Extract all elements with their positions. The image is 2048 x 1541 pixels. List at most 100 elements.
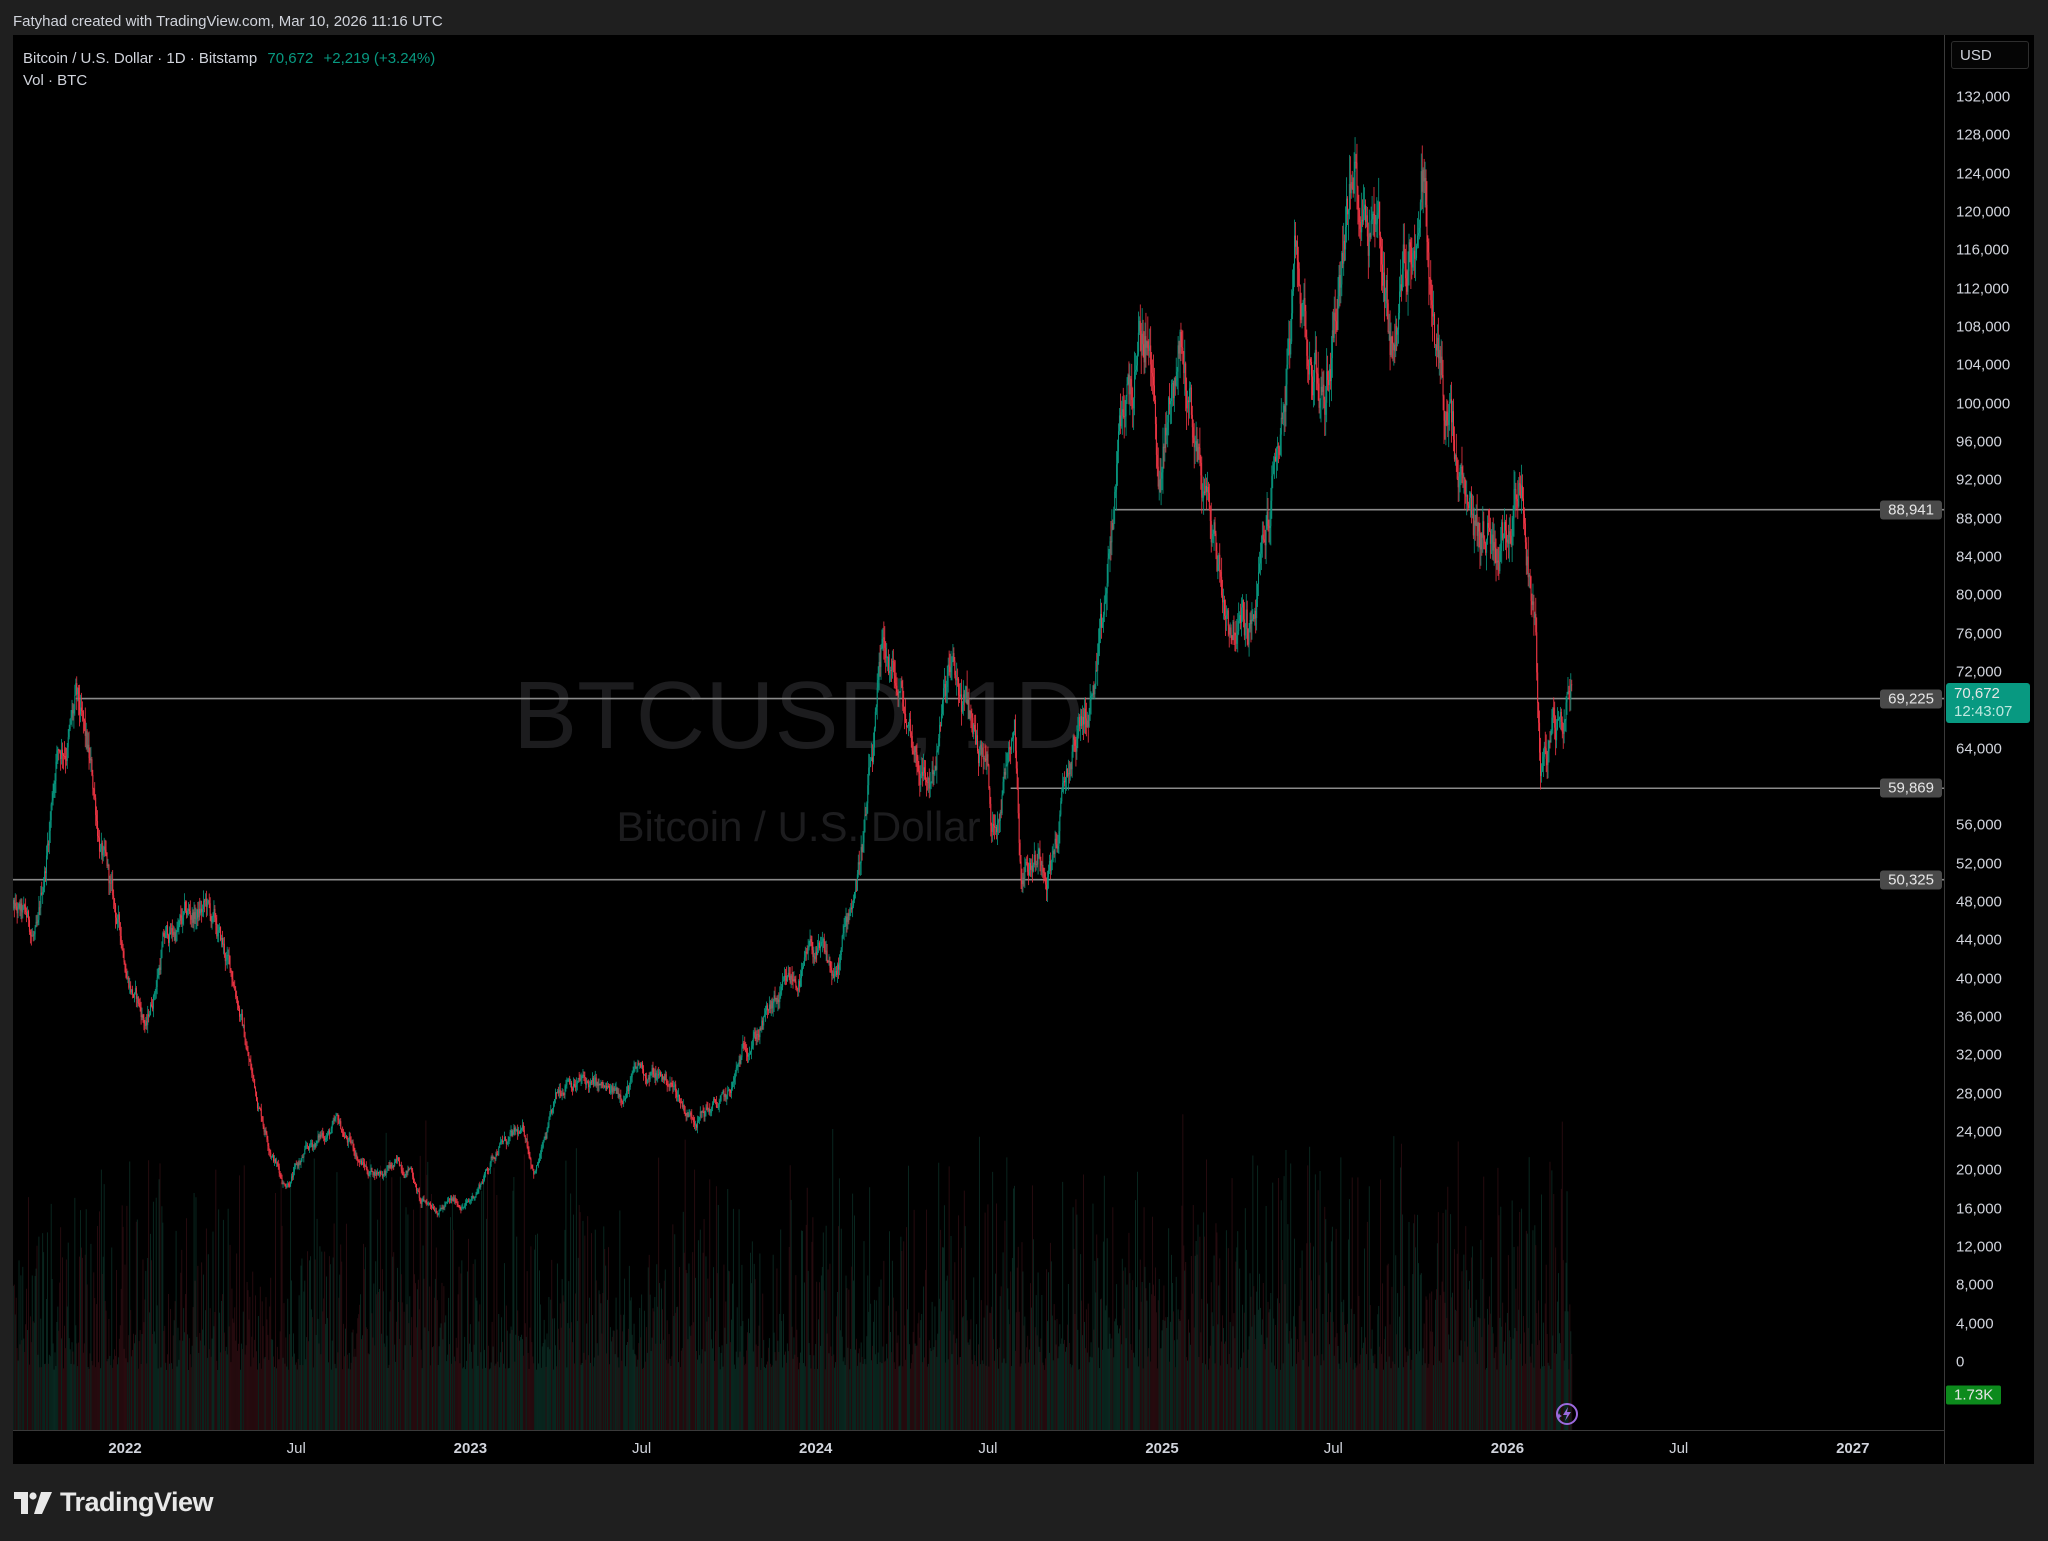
candle-body <box>481 1182 483 1184</box>
candle-body <box>1046 884 1048 891</box>
candle-body <box>1480 533 1482 550</box>
candle-body <box>1315 349 1317 373</box>
candle-body <box>1086 720 1088 728</box>
candle-body <box>591 1077 593 1082</box>
candle-body <box>305 1145 307 1150</box>
candle-body <box>1013 719 1015 733</box>
candle-body <box>703 1112 705 1117</box>
candle-body <box>1538 702 1540 723</box>
candle-body <box>1174 377 1176 386</box>
candle-body <box>704 1110 706 1117</box>
legend-symbol-row[interactable]: Bitcoin / U.S. Dollar · 1D · Bitstamp 70… <box>23 48 435 70</box>
candle-body <box>365 1165 367 1170</box>
candle-body <box>349 1136 351 1142</box>
candle-body <box>251 1068 253 1073</box>
candle-body <box>1488 527 1490 531</box>
candle-body <box>33 934 35 936</box>
price-plot[interactable]: BTCUSD, 1D Bitcoin / U.S. Dollar <box>13 35 1944 1430</box>
candle-body <box>773 995 775 1004</box>
candle-body <box>1140 330 1142 351</box>
candle-body <box>420 1199 422 1205</box>
price-tick-label: 80,000 <box>1956 586 2002 604</box>
candle-body <box>166 925 168 932</box>
candle-body <box>1094 684 1096 695</box>
candle-body <box>1485 543 1487 553</box>
candle-body <box>1357 186 1359 210</box>
candle-body <box>1039 848 1041 860</box>
candle-body <box>1554 716 1556 728</box>
candle-body <box>795 981 797 988</box>
candle-body <box>895 683 897 686</box>
price-axis[interactable] <box>1944 35 2035 1464</box>
candle-body <box>440 1207 442 1209</box>
candle-body <box>571 1082 573 1089</box>
candle-body <box>226 955 228 960</box>
candle-body <box>640 1064 642 1068</box>
candle-body <box>197 909 199 918</box>
candle-body <box>421 1200 423 1205</box>
candle-body <box>924 772 926 781</box>
candle-body <box>1314 349 1316 362</box>
candle-body <box>731 1087 733 1094</box>
candle-body <box>1289 338 1291 355</box>
candle-body <box>74 694 76 710</box>
candle-body <box>922 771 924 776</box>
candle-body <box>1434 344 1436 346</box>
candle-body <box>677 1096 679 1098</box>
candle-body <box>891 660 893 671</box>
candle-body <box>782 981 784 987</box>
candle-body <box>635 1066 637 1069</box>
candle-body <box>531 1164 533 1169</box>
candle-body <box>944 683 946 696</box>
candle-body <box>1169 397 1171 405</box>
candle-body <box>309 1144 311 1150</box>
candle-body <box>253 1075 255 1079</box>
candle-body <box>709 1109 711 1113</box>
candle-body <box>65 758 67 762</box>
candle-body <box>1548 740 1550 752</box>
candle-body <box>676 1092 678 1098</box>
candle-body <box>317 1135 319 1141</box>
candle-body <box>662 1076 664 1080</box>
candle-body <box>1149 345 1151 351</box>
candle-body <box>991 825 993 832</box>
candle-body <box>977 751 979 763</box>
candle-body <box>707 1108 709 1112</box>
candle-body <box>905 713 907 723</box>
candle-body <box>473 1197 475 1199</box>
currency-button[interactable]: USD <box>1951 41 2029 69</box>
candle-body <box>1185 363 1187 391</box>
candle-body <box>131 989 133 993</box>
candle-body <box>931 769 933 783</box>
candle-body <box>564 1085 566 1095</box>
candle-body <box>75 683 77 695</box>
candle-body <box>1559 712 1561 718</box>
candle-body <box>799 980 801 987</box>
candle-body <box>908 719 910 722</box>
candle-body <box>661 1074 663 1080</box>
legend-volume[interactable]: Vol · BTC <box>23 72 88 89</box>
candle-body <box>1080 716 1082 727</box>
candle-body <box>1154 399 1156 425</box>
candle-body <box>680 1102 682 1104</box>
candle-body <box>1250 619 1252 625</box>
candle-body <box>1272 474 1274 477</box>
candle-body <box>62 749 64 755</box>
candle-body <box>1110 541 1112 543</box>
candle-body <box>370 1167 372 1173</box>
candle-body <box>119 922 121 936</box>
candle-body <box>203 900 205 909</box>
candle-body <box>150 1004 152 1015</box>
candle-body <box>1320 386 1322 400</box>
candle-body <box>1130 378 1132 386</box>
candle-body <box>381 1173 383 1177</box>
candle-body <box>510 1130 512 1133</box>
candle-body <box>80 707 82 715</box>
candle-body <box>1201 475 1203 498</box>
candle-body <box>827 960 829 963</box>
candle-body <box>375 1172 377 1176</box>
candle-body <box>1275 456 1277 462</box>
candle-body <box>1395 326 1397 352</box>
candle-body <box>1135 365 1137 370</box>
candle-body <box>1163 446 1165 449</box>
